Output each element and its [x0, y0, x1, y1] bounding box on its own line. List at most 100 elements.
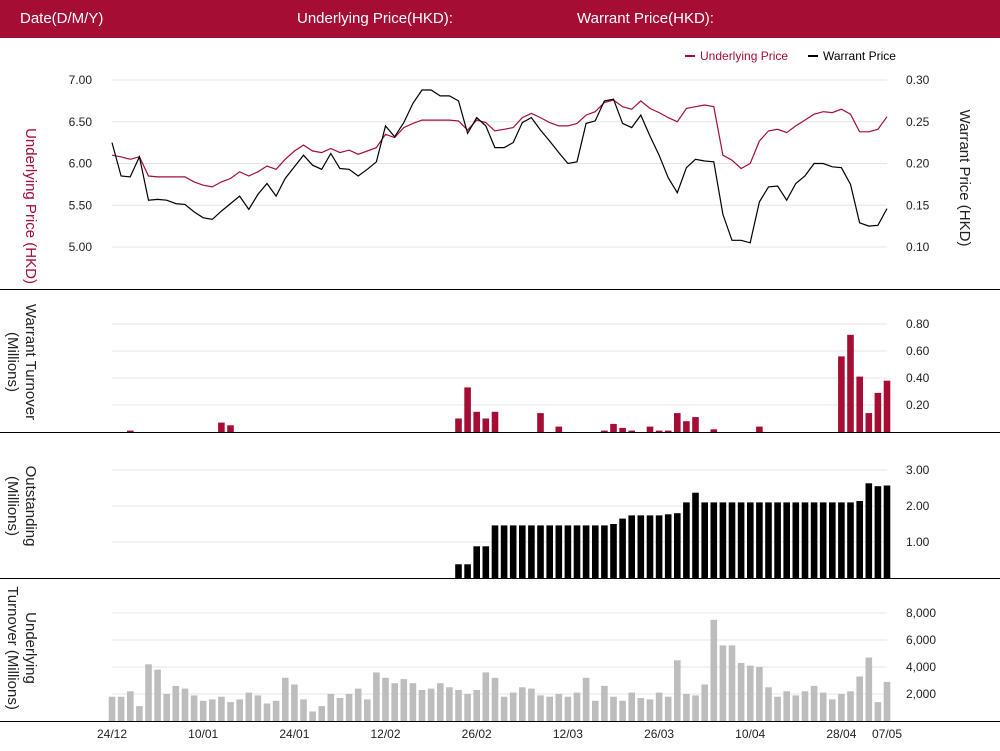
- outstanding-tick-label: 3.00: [906, 463, 930, 477]
- underlying-price-label: Underlying Price(HKD):: [297, 10, 453, 27]
- warrant-turnover-bar: [692, 417, 699, 432]
- underlying-turnover-bar: [364, 699, 371, 721]
- outstanding-bar: [573, 525, 581, 578]
- x-tick-label: 26/02: [462, 727, 492, 741]
- underlying-turnover-bar: [774, 696, 781, 721]
- outstanding-bar: [792, 502, 800, 578]
- warrant-turnover-bar: [856, 376, 863, 432]
- outstanding-bar: [528, 525, 535, 578]
- underlying-turnover-bar: [728, 645, 736, 721]
- outstanding-bar: [546, 525, 553, 578]
- outstanding-bar: [801, 502, 809, 578]
- outstanding-bar: [865, 483, 873, 578]
- underlying-turnover-bar: [427, 688, 435, 721]
- warrant-turnover-bar: [683, 421, 690, 432]
- underlying-turnover-bar: [336, 698, 344, 721]
- outstanding-bar: [728, 502, 736, 578]
- underlying-turnover-bar: [190, 695, 198, 721]
- outstanding-bar: [783, 502, 790, 578]
- underlying-turnover-bar: [509, 692, 517, 721]
- x-tick-label: 28/04: [826, 727, 856, 741]
- warrant-turnover-bar: [610, 423, 617, 432]
- x-tick-label: 07/05: [872, 727, 902, 741]
- outstanding-bar: [455, 564, 462, 578]
- outstanding-bar: [719, 502, 727, 578]
- underlying-turnover-bar: [564, 696, 572, 721]
- warrant-turnover-tick-label: 0.20: [906, 398, 930, 412]
- underlying-turnover-bar: [519, 687, 526, 722]
- underlying-turnover-bar: [674, 660, 681, 722]
- warrant-turnover-bar: [464, 387, 471, 432]
- underlying-turnover-bar: [455, 690, 462, 721]
- warrant-turnover-bar: [555, 426, 563, 432]
- outstanding-bar: [701, 502, 708, 578]
- underlying-turnover-bar: [546, 696, 553, 721]
- underlying-turnover-bar: [117, 696, 125, 721]
- underlying-turnover-bar: [482, 672, 490, 721]
- outstanding-bar: [874, 486, 882, 578]
- underlying-turnover-bar: [792, 695, 800, 721]
- outstanding-bar: [491, 525, 499, 578]
- warrant-turnover-bar: [619, 427, 626, 432]
- underlying-turnover-bar: [537, 695, 544, 721]
- underlying-turnover-bar: [710, 619, 718, 722]
- underlying-turnover-bar: [136, 706, 143, 721]
- underlying-turnover-bar: [847, 691, 854, 721]
- underlying-turnover-bar: [218, 696, 225, 721]
- x-axis: 24/12 10/01 24/01 12/02 26/02 12/03 26/03 10/04…: [97, 727, 902, 741]
- underlying-turnover-bar: [354, 688, 362, 721]
- outstanding-bar: [473, 546, 480, 578]
- underlying-turnover-bar: [619, 700, 626, 722]
- underlying-turnover-bar: [865, 657, 873, 721]
- underlying-turnover-bar: [382, 677, 389, 721]
- underlying-turnover-bar: [127, 691, 134, 721]
- underlying-turnover-bar: [272, 700, 280, 722]
- warrant-tick-label: 0.25: [906, 115, 930, 129]
- outstanding-bar: [747, 502, 754, 578]
- underlying-turnover-bar: [664, 696, 672, 721]
- outstanding-bar: [500, 525, 508, 578]
- warrant-price-line: [111, 89, 888, 244]
- underlying-turnover-axis-title: UnderlyingTurnover (Millions): [4, 586, 39, 710]
- underlying-turnover-bar: [300, 699, 307, 721]
- underlying-turnover-bar: [637, 698, 645, 721]
- outstanding-bar: [537, 525, 544, 578]
- warrant-tick-label: 0.20: [906, 157, 930, 171]
- warrant-turnover-bar: [838, 356, 845, 432]
- underlying-turnover-bar: [500, 696, 508, 721]
- underlying-turnover-bar: [373, 672, 380, 721]
- underlying-turnover-bar: [209, 699, 216, 721]
- warrant-turnover-bar: [601, 430, 608, 432]
- outstanding-bar: [765, 502, 772, 578]
- warrant-turnover-bar: [847, 334, 854, 432]
- outstanding-bar: [610, 524, 617, 578]
- underlying-tick-label: 7.00: [69, 73, 93, 87]
- outstanding-bar: [674, 513, 681, 578]
- underlying-turnover-bar: [819, 692, 827, 721]
- underlying-turnover-bar: [582, 677, 590, 721]
- underlying-turnover-title-line2: Turnover (Millions): [4, 586, 21, 710]
- x-tick-label: 12/02: [370, 727, 400, 741]
- underlying-turnover-bar: [883, 681, 891, 721]
- x-tick-label: 26/03: [644, 727, 674, 741]
- warrant-turnover-bar: [646, 426, 654, 432]
- warrant-turnover-bar: [865, 413, 873, 432]
- underlying-turnover-bar: [446, 687, 453, 722]
- underlying-turnover-bar: [145, 664, 152, 721]
- outstanding-bar: [847, 502, 854, 578]
- outstanding-bar: [683, 502, 690, 578]
- outstanding-bar: [619, 518, 626, 578]
- underlying-tick-label: 6.00: [69, 157, 93, 171]
- outstanding-bar: [601, 525, 608, 578]
- underlying-tick-label: 6.50: [69, 115, 93, 129]
- warrant-tick-label: 0.30: [906, 73, 930, 87]
- underlying-turnover-bar: [683, 694, 690, 721]
- x-tick-label: 10/04: [735, 727, 765, 741]
- underlying-turnover-bar: [655, 692, 663, 721]
- warrant-turnover-tick-label: 0.80: [906, 317, 930, 331]
- underlying-turnover-bar: [418, 690, 426, 721]
- date-label: Date(D/M/Y): [20, 10, 104, 27]
- outstanding-bar: [838, 502, 845, 578]
- outstanding-title-line2: (Millions): [4, 476, 21, 536]
- warrant-turnover-bar: [756, 426, 763, 432]
